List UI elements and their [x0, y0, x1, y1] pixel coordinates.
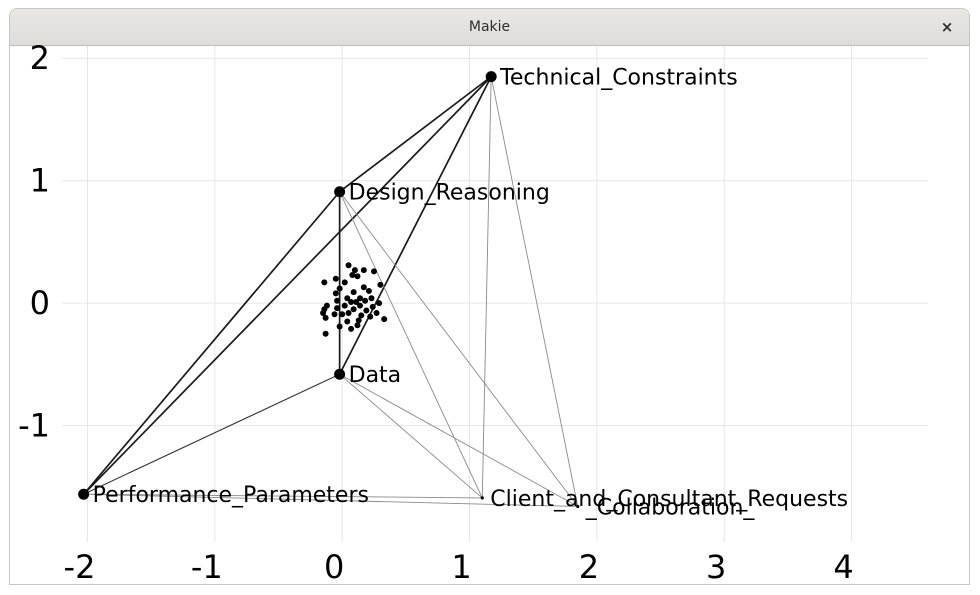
cluster-point — [344, 295, 351, 302]
cluster-point — [339, 311, 346, 318]
cluster-point — [358, 312, 365, 319]
node-label: Technical_Constraints — [499, 66, 738, 91]
cluster-point — [331, 311, 338, 318]
cluster-point — [377, 281, 384, 288]
edge-line — [83, 373, 340, 495]
cluster-point — [373, 309, 380, 316]
cluster-point — [376, 300, 383, 307]
cluster-point — [321, 279, 328, 286]
cluster-point — [336, 323, 343, 330]
cluster-point — [357, 295, 364, 302]
cluster-point — [332, 290, 339, 297]
cluster-point — [363, 307, 370, 314]
cluster-point — [320, 309, 327, 316]
edge-line — [339, 191, 579, 507]
cluster-point — [365, 287, 372, 294]
node-label: _Collaboration_ — [585, 495, 756, 520]
cluster-point — [334, 305, 341, 312]
y-tick-label: 2 — [30, 39, 50, 77]
cluster-point — [336, 285, 343, 292]
cluster-point — [362, 297, 369, 304]
cluster-point — [341, 302, 348, 309]
cluster-point — [348, 298, 355, 305]
node-label: Design_Reasoning — [349, 181, 550, 206]
x-tick-label: 2 — [579, 548, 599, 586]
edge-line — [339, 75, 492, 193]
cluster-point — [360, 284, 367, 291]
node-point — [480, 496, 484, 500]
nodes: Technical_Constraints Design_Reasoning Dat… — [78, 66, 848, 520]
cluster-point — [368, 295, 375, 302]
x-tick-label: 1 — [451, 548, 471, 586]
x-tick-label: 0 — [324, 548, 344, 586]
grid — [62, 46, 928, 542]
cluster-point — [341, 279, 348, 286]
cluster-point — [332, 275, 339, 282]
cluster-points — [320, 262, 388, 337]
x-tick-label: 3 — [706, 548, 726, 586]
edge-line — [481, 76, 492, 498]
cluster-point — [371, 268, 378, 275]
node-point — [485, 71, 497, 83]
title-bar: Makie × — [10, 9, 969, 46]
close-icon[interactable]: × — [940, 18, 954, 36]
cluster-point — [348, 325, 355, 332]
edge-line — [83, 191, 341, 495]
edge-line — [339, 373, 483, 499]
cluster-point — [354, 322, 361, 329]
cluster-point — [350, 306, 357, 313]
cluster-point — [344, 318, 351, 325]
cluster-point — [350, 289, 357, 296]
edge-line — [83, 76, 492, 495]
cluster-point — [354, 273, 361, 280]
app-window: Makie × — [9, 8, 970, 585]
cluster-point — [345, 262, 352, 269]
cluster-point — [355, 317, 362, 324]
cluster-point — [334, 297, 341, 304]
cluster-point — [369, 303, 376, 310]
window-title: Makie — [468, 19, 511, 35]
y-tick-label: -1 — [18, 407, 50, 445]
edge-line — [83, 493, 578, 507]
cluster-point — [381, 316, 388, 323]
node-point — [334, 368, 346, 380]
cluster-point — [351, 267, 358, 274]
node-point — [78, 488, 90, 500]
x-tick-label: -1 — [191, 548, 223, 586]
cluster-point — [345, 309, 352, 316]
cluster-point — [322, 330, 329, 337]
axis-ticks: -2 -1 0 1 2 3 4 -1 0 1 2 — [18, 39, 854, 586]
edge-line — [83, 493, 483, 499]
cluster-point — [357, 302, 364, 309]
node-point — [334, 186, 346, 198]
node-label: Performance_Parameters — [93, 483, 369, 508]
edge-line — [490, 76, 579, 507]
x-tick-label: -2 — [64, 548, 96, 586]
node-label: Client_and_Consultant_Requests — [490, 487, 848, 512]
cluster-point — [367, 313, 374, 320]
edge-line — [339, 373, 578, 507]
cluster-point — [353, 298, 360, 305]
edge-line — [339, 191, 483, 499]
cluster-point — [349, 272, 356, 279]
x-tick-label: 4 — [833, 548, 853, 586]
edge-line — [338, 76, 492, 375]
y-tick-label: 0 — [30, 284, 50, 322]
y-tick-label: 1 — [30, 162, 50, 200]
node-label: Data — [349, 363, 402, 388]
cluster-point — [360, 267, 367, 274]
node-point — [576, 504, 580, 509]
edges — [83, 75, 579, 507]
cluster-point — [322, 314, 329, 321]
